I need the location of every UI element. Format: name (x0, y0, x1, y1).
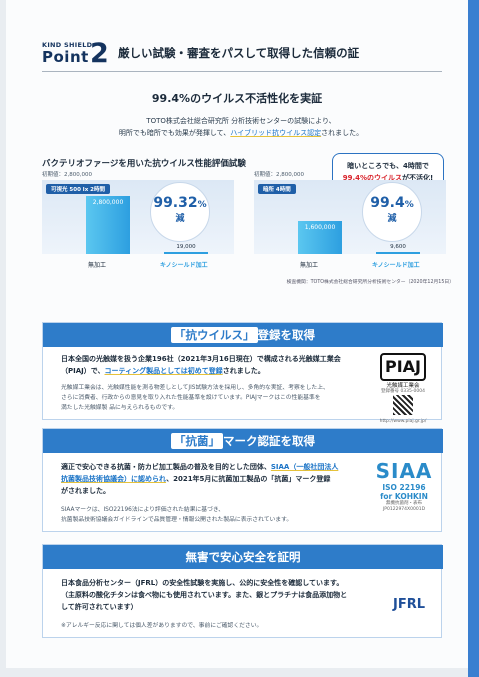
body-line-2: （主原料の酸化チタンは食べ物にも使用されています。また、銀とプラチナは食品添加物… (61, 591, 348, 599)
reduction-value: 99.32 (153, 195, 198, 211)
bar-untreated-value: 1,600,000 (304, 223, 336, 231)
panel-small-text: 光触媒工業会は、光触媒性能を測る物差しとしてJIS試験方法を採用し、多角的な実証… (61, 383, 361, 413)
x-label-treated: キノシールド加工 (160, 262, 208, 269)
panel-title-text: マーク認証を取得 (223, 434, 315, 448)
page-title: 厳しい試験・審査をパスして取得した信頼の証 (118, 46, 360, 60)
safety-note: ※アレルギー反応に関しては個人差がありますので、事前にご確認ください。 (61, 623, 263, 629)
body-line-2-end: 、2021年5月に抗菌加工製品の「抗菌」マーク登録 (166, 475, 331, 483)
body-line-2: （PIAJ）で、 (61, 367, 105, 375)
jfrl-mark: JFRL (392, 597, 425, 612)
siaa-for: for KOHKIN (380, 492, 428, 501)
intro-text: TOTO株式会社総合研究所 分析技術センターの試験により、 明所でも暗所でも効果… (66, 115, 416, 139)
bar-treated-value: 19,000 (176, 244, 196, 250)
body-highlight-2: 抗菌製品技術協議会）に認められ (61, 475, 167, 483)
panel-body: 適正で安心できる抗菌・防カビ加工製品の普及を目的とした団体、SIAA（一般社団法… (61, 461, 371, 497)
reduction-unit: % (404, 200, 414, 210)
siaa-logo: SIAA ISO 22196 for KOHKIN 無機抗菌剤・表布 JP012… (369, 459, 439, 513)
initial-value-label: 初期値：2,800,000 (42, 172, 92, 178)
bar-treated (376, 252, 420, 254)
callout-end: が不活化! (402, 174, 434, 182)
panel-title: 「抗菌」 マーク認証を取得 (43, 433, 443, 449)
reduction-circle: 99.4% 減 (362, 182, 422, 242)
panel-antivirus: 「抗ウイルス」 登録を取得 日本全国の光触媒を扱う企業196社（2021年3月16… (42, 322, 443, 424)
piaj-url: http://www.piaj.gr.jp/ (379, 419, 427, 424)
chart-plot-area: 暗所 4時間 1,600,000 99.4% 減 9,600 (254, 180, 446, 254)
point-word: Point (42, 48, 89, 66)
piaj-caption: 光触媒工業会 (386, 383, 420, 389)
section-subtitle: 99.4%のウイルス不活性化を実証 (151, 92, 323, 105)
callout-highlight: 99.4%のウイルス (342, 174, 403, 182)
small-line-2: 抗菌製品技術協議会ガイドラインで品質管理・情報公開された製品に表示されています。 (61, 517, 293, 523)
body-line-3: がされました。 (61, 487, 110, 495)
small-line-1: 光触媒工業会は、光触媒性能を測る物差しとしてJIS試験方法を採用し、多角的な実証… (61, 385, 329, 391)
callout-line-1: 暗いところでも、4時間で (347, 162, 429, 170)
piaj-mark: PIAJ (380, 353, 426, 381)
panel-antibacterial: 「抗菌」 マーク認証を取得 適正で安心できる抗菌・防カビ加工製品の普及を目的とした… (42, 428, 443, 532)
panel-title-tag: 「抗菌」 (171, 433, 223, 449)
small-line-1: SIAAマークは、ISO22196法により評価された結果に基づき、 (61, 507, 225, 513)
bar-untreated (298, 220, 342, 254)
intro-line-2-end: されました。 (321, 129, 364, 137)
siaa-caption: 無機抗菌剤・表布 (386, 501, 422, 506)
reduction-unit: % (197, 200, 207, 210)
panel-title-text: 登録を取得 (257, 328, 316, 342)
graph-title: バクテリオファージを用いた抗ウイルス性能評価試験 (42, 159, 246, 169)
small-line-2: さらに消費者、行政からの意見を取り入れた性能基準を設けています。PIAJマークは… (61, 395, 321, 401)
body-line-2-end: されました。 (222, 367, 265, 375)
x-label-untreated: 無加工 (88, 262, 107, 269)
panel-body: 日本食品分析センター（JFRL）の安全性試験を実施し、公的に安全性を確認していま… (61, 577, 401, 613)
source-note: 検査機関：TOTO株式会社総合研究所分析技術センター（2020年12月15日） (286, 280, 454, 285)
bar-treated-value: 9,600 (390, 244, 406, 250)
reduction-percent: 99.4% (363, 195, 421, 213)
siaa-mark: SIAA (375, 459, 433, 483)
chart-visible-light: 初期値：2,800,000 可視光 500 lx 2時間 2,800,000 9… (42, 170, 234, 276)
panel-ribbon: 無害で安心安全を証明 (43, 545, 443, 569)
reduction-word: 減 (175, 214, 185, 224)
point-number: 2 (90, 38, 109, 69)
reduction-word: 減 (387, 214, 397, 224)
chart-plot-area: 可視光 500 lx 2時間 2,800,000 99.32% 減 19,000 (42, 180, 234, 254)
panel-safety: 無害で安心安全を証明 日本食品分析センター（JFRL）の安全性試験を実施し、公的… (42, 544, 443, 638)
jfrl-logo: JFRL (383, 593, 435, 612)
bar-treated (164, 252, 208, 254)
chart-dark: 初期値：2,800,000 暗所 4時間 1,600,000 99.4% 減 9… (254, 170, 446, 276)
piaj-number: 登録番号 0335-0004 (381, 389, 425, 394)
condition-tag: 暗所 4時間 (258, 184, 296, 194)
body-highlight: コーティング製品としては初めて登録 (104, 367, 223, 375)
body-highlight-1: SIAA（一般社団法人 (270, 463, 339, 471)
reduction-value: 99.4 (370, 195, 405, 211)
intro-line-1: TOTO株式会社総合研究所 分析技術センターの試験により、 (146, 117, 336, 125)
x-label-untreated: 無加工 (300, 262, 319, 269)
title-divider (42, 71, 442, 72)
body-line-1: 日本全国の光触媒を扱う企業196社（2021年3月16日現在）で構成される光触媒… (61, 355, 341, 363)
intro-line-2: 明所でも暗所でも効果が発揮して、 (118, 129, 231, 137)
bar-untreated (86, 196, 130, 254)
siaa-code: JP0122974X0001D (382, 507, 426, 512)
condition-tag: 可視光 500 lx 2時間 (46, 184, 110, 194)
bar-untreated-value: 2,800,000 (92, 199, 124, 206)
body-line-1: 適正で安心できる抗菌・防カビ加工製品の普及を目的とした団体、 (61, 463, 271, 471)
page-edge-stripe (468, 0, 479, 677)
panel-small-text: SIAAマークは、ISO22196法により評価された結果に基づき、 抗菌製品技術… (61, 505, 371, 525)
panel-body: 日本全国の光触媒を扱う企業196社（2021年3月16日現在）で構成される光触媒… (61, 353, 361, 377)
panel-ribbon: 「抗ウイルス」 登録を取得 (43, 323, 443, 347)
reduction-percent: 99.32% (151, 195, 209, 213)
panel-ribbon: 「抗菌」 マーク認証を取得 (43, 429, 443, 453)
reduction-circle: 99.32% 減 (150, 182, 210, 242)
initial-value-label: 初期値：2,800,000 (254, 172, 304, 178)
panel-title-tag: 「抗ウイルス」 (171, 327, 258, 343)
siaa-iso: ISO 22196 (382, 483, 426, 492)
panel-title: 「抗ウイルス」 登録を取得 (43, 327, 443, 343)
qr-code-icon (393, 395, 413, 415)
x-label-treated: キノシールド加工 (372, 262, 420, 269)
body-line-3: して許可されています） (61, 603, 138, 611)
panel-title: 無害で安心安全を証明 (185, 550, 301, 564)
intro-highlight: ハイブリッド抗ウイルス認定 (230, 129, 322, 137)
body-line-1: 日本食品分析センター（JFRL）の安全性試験を実施し、公的に安全性を確認していま… (61, 579, 344, 587)
small-line-3: 満たした光触媒製 品に与えられるものです。 (61, 405, 179, 411)
piaj-logo: PIAJ 光触媒工業会 登録番号 0335-0004 http://www.pi… (373, 353, 433, 425)
brand-label: KIND SHIELD (42, 41, 93, 49)
document-page: KIND SHIELD Point 2 厳しい試験・審査をパスして取得した信頼の… (6, 0, 468, 668)
